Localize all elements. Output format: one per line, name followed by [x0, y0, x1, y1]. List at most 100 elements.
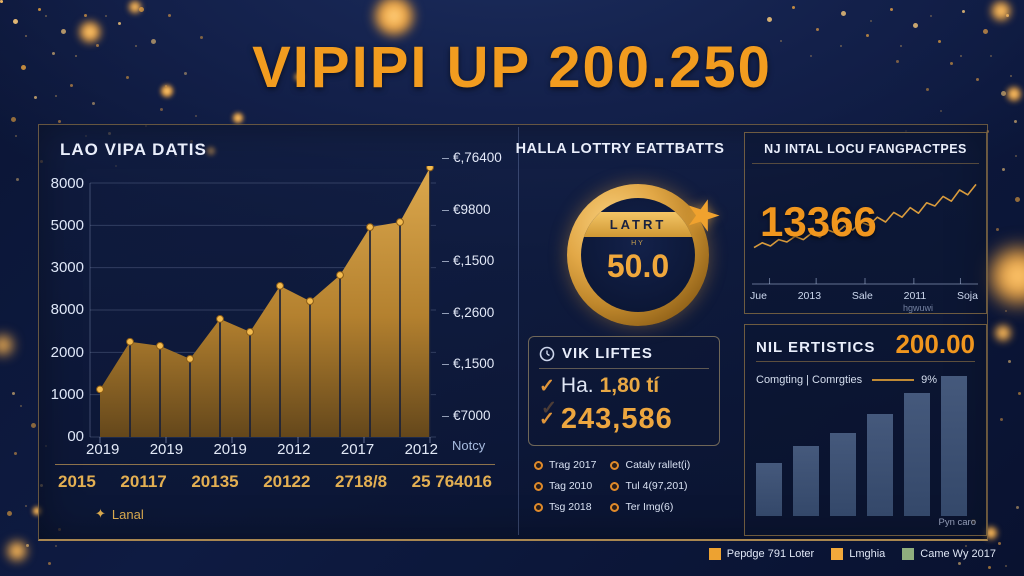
- y-tick: €7000: [442, 408, 504, 423]
- summary-values-row: 2015 20117 20135 20122 2718/8 25 764016: [58, 472, 492, 492]
- legend-swatch-green: [902, 548, 915, 560]
- stats-row-value: 1,80 tí: [599, 374, 660, 397]
- y-tick: 2000: [50, 343, 84, 361]
- y-tick: €,2600: [442, 305, 504, 320]
- bullet-column: Cataly rallet(i) Tul 4(97,201) Ter Img(6…: [610, 459, 690, 513]
- legend-swatch-orange: [831, 548, 844, 560]
- confetti-specks: [0, 0, 3, 3]
- list-item-label: Trag 2017: [549, 459, 597, 471]
- stats-box-title: VIK LIFTES: [562, 345, 653, 362]
- legend-label: Pepdge 791 Loter: [726, 548, 815, 560]
- bar: [756, 462, 782, 516]
- list-item: Cataly rallet(i): [610, 459, 690, 471]
- x-tick: 2012: [277, 441, 311, 458]
- summary-value: 20135: [191, 472, 239, 491]
- left-panel-title: LAO VIPA DATIS: [60, 140, 207, 159]
- summary-value: 2718/8: [335, 472, 388, 491]
- bokeh-dot: [990, 0, 1012, 22]
- right-axis-footer-label: Notcy: [452, 438, 486, 453]
- legend-label: Came Wy 2017: [920, 548, 996, 560]
- check-icon-ghost: ✓: [541, 398, 557, 419]
- stats-box: VIK LIFTES ✓ ✓ Ha. 1,80 tí ✓ 243,586: [528, 336, 720, 446]
- trend-line-chart: [752, 183, 978, 285]
- check-icon: ✓: [539, 375, 555, 397]
- sparkline-panel-title: NJ INTAL LOCU FANGPACTPES: [764, 142, 967, 156]
- bokeh-dot: [372, 0, 416, 38]
- list-item: Tul 4(97,201): [610, 480, 690, 492]
- headline-value: 13366: [760, 198, 877, 245]
- check-icon: ✓: [539, 409, 555, 430]
- bar-chart: [756, 376, 978, 516]
- x-tick: 2011: [903, 290, 927, 302]
- clock-icon: [539, 346, 555, 361]
- badge-inner: LATRT HY 50.0: [581, 198, 695, 312]
- badge-banner-text: LATRT: [609, 217, 667, 232]
- bar: [904, 392, 930, 516]
- y-tick: 8000: [50, 175, 84, 192]
- list-item: Tsg 2018: [534, 501, 596, 513]
- bokeh-glow: [986, 244, 1024, 308]
- legend-swatch-orange: [708, 548, 721, 560]
- x-tick: 2019: [149, 441, 184, 458]
- bokeh-dot: [994, 324, 1012, 342]
- x-tick: 2013: [797, 290, 822, 302]
- bullet-column: Trag 2017 Tag 2010 Tsg 2018: [534, 459, 596, 513]
- list-item-label: Tag 2010: [549, 480, 593, 492]
- middle-panel-title: HALLA LOTTRY EATTBATTS: [515, 141, 725, 157]
- list-item-label: Tul 4(97,201): [625, 480, 688, 492]
- stats-row-prefix: Ha.: [560, 374, 594, 397]
- x-tick: 2019: [86, 441, 120, 458]
- sparkline-x-labels: Jue 2013 Sale 2011 Soja: [750, 290, 978, 302]
- footer-legend: Pepdge 791 Loter Lmghia Came Wy 2017: [708, 548, 996, 560]
- y-axis-left-labels: 8000 5000 3000 8000 2000 1000 00: [34, 175, 84, 445]
- axis-note: hgwuwi: [903, 303, 934, 313]
- bar: [941, 376, 967, 516]
- bar-panel-title: NIL ERTISTICS: [756, 339, 876, 357]
- page-title: VIPIPI UP 200.250: [252, 35, 772, 100]
- list-item: Ter Img(6): [610, 501, 690, 513]
- y-tick: €,76400: [442, 150, 504, 165]
- y-tick: €9800: [442, 202, 504, 217]
- legend-item: Lmghia: [831, 548, 885, 560]
- legend-item: Pepdge 791 Loter: [708, 548, 815, 560]
- y-tick: 3000: [50, 259, 84, 277]
- bullet-icon: [610, 481, 620, 491]
- gold-medal-badge: LATRT HY 50.0: [567, 184, 709, 326]
- bullet-icon: [610, 502, 620, 512]
- list-item: Trag 2017: [534, 459, 596, 471]
- bar-panel-header-row: NIL ERTISTICS 200.00: [756, 331, 975, 363]
- list-item-label: Cataly rallet(i): [625, 459, 691, 471]
- summary-value: 20122: [263, 472, 311, 491]
- badge-subtext: HY: [631, 240, 645, 247]
- summary-value: 25 764016: [411, 472, 492, 491]
- y-tick: €,1500: [442, 356, 504, 371]
- x-tick: 2017: [340, 441, 375, 458]
- confetti-specks-dim: [0, 0, 2, 2]
- list-item: Tag 2010: [534, 480, 596, 492]
- sparkle-icon: ✦: [95, 506, 106, 521]
- bokeh-dot: [0, 334, 14, 356]
- summary-value: 20117: [120, 472, 167, 491]
- stats-row-value: 243,586: [560, 403, 673, 435]
- summary-value: 2015: [58, 472, 96, 491]
- badge-value: 50.0: [606, 248, 670, 284]
- x-axis-labels: 2019 2019 2019 2012 2017 2012: [86, 441, 438, 458]
- x-tick: Soja: [956, 290, 978, 302]
- bar-panel-subtitle-value: 9%: [921, 374, 938, 386]
- bar-panel-subtitle-row: Comgting | Comrgties 9%: [756, 374, 975, 386]
- list-item-label: Ter Img(6): [625, 501, 674, 513]
- left-panel-divider: [55, 464, 495, 465]
- subtitle-rule: [872, 379, 915, 381]
- x-tick: 2019: [213, 441, 247, 458]
- legend-label: Lanal: [111, 506, 144, 522]
- panel-header-divider: [752, 163, 979, 164]
- list-item-label: Tsg 2018: [549, 501, 592, 513]
- badge-banner: LATRT: [581, 212, 695, 237]
- legend-item: Came Wy 2017: [902, 548, 996, 560]
- x-tick: Jue: [750, 290, 767, 302]
- y-tick: 00: [67, 427, 84, 445]
- y-tick: €,1500: [442, 253, 504, 268]
- stats-row: ✓ Ha. 1,80 tí: [539, 374, 709, 398]
- bullet-icon: [610, 460, 620, 470]
